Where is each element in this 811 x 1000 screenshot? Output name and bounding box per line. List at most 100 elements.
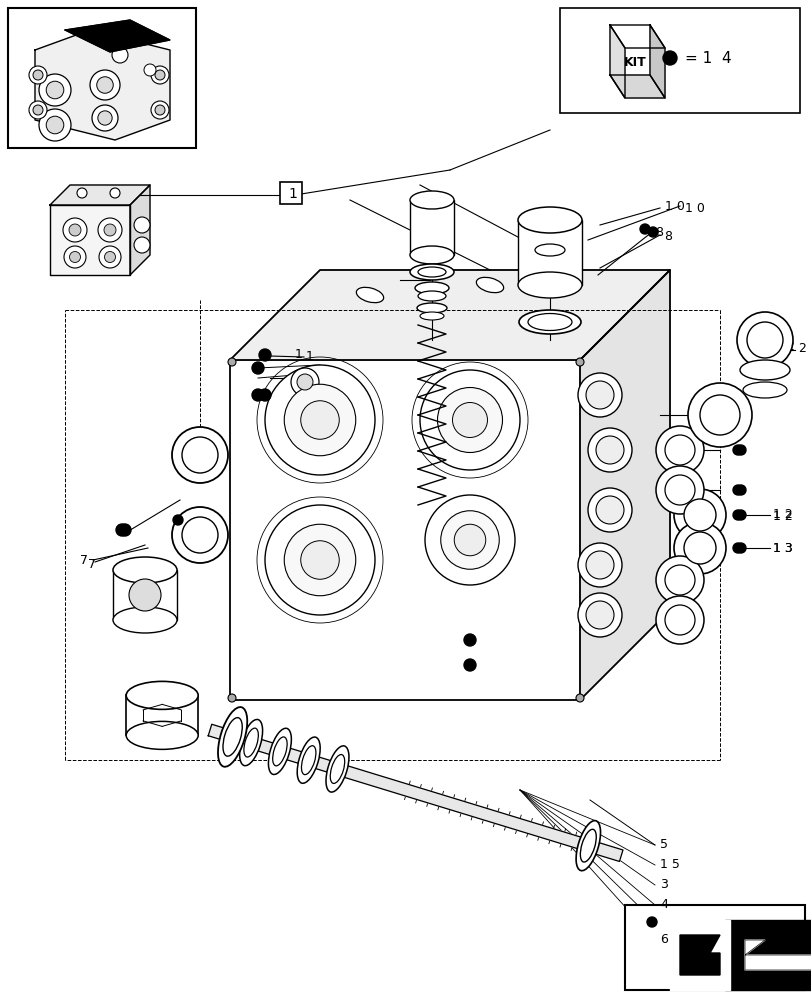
Text: 7: 7 <box>88 558 96 572</box>
Text: 1 2: 1 2 <box>772 508 792 522</box>
Circle shape <box>647 227 657 237</box>
Text: 9: 9 <box>294 368 303 381</box>
Circle shape <box>595 496 623 524</box>
Ellipse shape <box>580 829 595 862</box>
Ellipse shape <box>739 360 789 380</box>
Bar <box>230 360 579 700</box>
Circle shape <box>116 524 128 536</box>
Polygon shape <box>50 205 130 275</box>
Circle shape <box>575 358 583 366</box>
Circle shape <box>419 370 519 470</box>
Circle shape <box>134 237 150 253</box>
Circle shape <box>577 373 621 417</box>
Ellipse shape <box>239 719 262 766</box>
Circle shape <box>284 524 355 596</box>
Circle shape <box>129 579 161 611</box>
Ellipse shape <box>518 310 581 334</box>
Circle shape <box>732 485 742 495</box>
Text: 7: 7 <box>294 388 303 401</box>
Circle shape <box>664 565 694 595</box>
Circle shape <box>683 532 715 564</box>
Bar <box>624 905 804 990</box>
Ellipse shape <box>330 755 345 783</box>
Ellipse shape <box>243 728 258 757</box>
Text: 2: 2 <box>797 342 805 356</box>
Ellipse shape <box>418 291 445 301</box>
Circle shape <box>104 224 116 236</box>
Bar <box>517 220 581 285</box>
Circle shape <box>746 322 782 358</box>
Circle shape <box>284 384 355 456</box>
Circle shape <box>33 70 43 80</box>
Circle shape <box>735 543 745 553</box>
Circle shape <box>105 251 115 262</box>
Ellipse shape <box>126 721 198 749</box>
Ellipse shape <box>223 718 242 756</box>
Polygon shape <box>669 920 729 990</box>
Circle shape <box>683 499 715 531</box>
Circle shape <box>92 105 118 131</box>
Circle shape <box>297 374 312 390</box>
Text: 8: 8 <box>663 230 672 242</box>
Bar <box>280 182 302 204</box>
Circle shape <box>155 105 165 115</box>
Circle shape <box>90 70 120 100</box>
Polygon shape <box>609 75 664 98</box>
Circle shape <box>251 362 264 374</box>
Circle shape <box>440 511 499 569</box>
Circle shape <box>699 395 739 435</box>
Circle shape <box>577 543 621 587</box>
Circle shape <box>735 510 745 520</box>
Circle shape <box>63 218 87 242</box>
Ellipse shape <box>410 191 453 209</box>
Polygon shape <box>50 185 150 205</box>
Polygon shape <box>724 920 811 990</box>
Ellipse shape <box>517 207 581 233</box>
Circle shape <box>46 116 64 134</box>
Polygon shape <box>65 20 169 52</box>
Circle shape <box>173 515 182 525</box>
Circle shape <box>151 66 169 84</box>
Ellipse shape <box>113 607 177 633</box>
Circle shape <box>119 524 131 536</box>
Circle shape <box>259 389 271 401</box>
Ellipse shape <box>113 557 177 583</box>
Bar <box>126 695 198 735</box>
Circle shape <box>655 556 703 604</box>
Circle shape <box>655 466 703 514</box>
Text: 5: 5 <box>659 838 667 851</box>
Circle shape <box>586 551 613 579</box>
Bar <box>410 200 453 255</box>
Ellipse shape <box>534 244 564 256</box>
Circle shape <box>732 445 742 455</box>
Text: 3: 3 <box>659 878 667 891</box>
Circle shape <box>664 605 694 635</box>
Circle shape <box>259 349 271 361</box>
Polygon shape <box>744 940 811 970</box>
Circle shape <box>664 435 694 465</box>
Circle shape <box>424 495 514 585</box>
Circle shape <box>663 51 676 65</box>
Bar <box>560 8 799 113</box>
Circle shape <box>586 381 613 409</box>
Circle shape <box>300 401 339 439</box>
Text: 7: 7 <box>306 393 314 406</box>
Text: KIT: KIT <box>623 56 646 69</box>
Ellipse shape <box>418 267 445 277</box>
Circle shape <box>300 541 339 579</box>
Circle shape <box>69 224 81 236</box>
Circle shape <box>46 81 64 99</box>
Text: 7: 7 <box>80 554 88 566</box>
Ellipse shape <box>410 264 453 280</box>
Bar <box>8 8 195 148</box>
Ellipse shape <box>575 821 600 871</box>
Text: 2: 2 <box>785 340 793 354</box>
Circle shape <box>182 517 217 553</box>
Circle shape <box>29 101 47 119</box>
Text: 1 5: 1 5 <box>659 858 679 871</box>
Text: 1: 1 <box>288 187 297 201</box>
Circle shape <box>655 426 703 474</box>
Circle shape <box>172 427 228 483</box>
Circle shape <box>732 510 742 520</box>
Circle shape <box>99 246 121 268</box>
